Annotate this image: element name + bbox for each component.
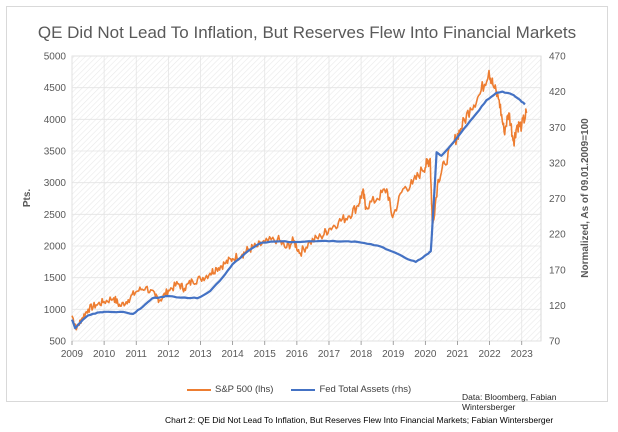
y-right-tick-label: 320 <box>549 158 566 169</box>
x-tick-label: 2017 <box>318 349 341 360</box>
y-left-tick-label: 4500 <box>44 83 67 94</box>
y-right-tick-label: 70 <box>549 337 561 348</box>
x-tick-label: 2011 <box>125 349 147 360</box>
y-axis-left-label: Pts. <box>22 189 33 208</box>
legend-item-fed: Fed Total Assets (rhs) <box>291 384 411 395</box>
y-right-tick-label: 270 <box>549 194 566 205</box>
x-tick-label: 2019 <box>382 349 405 360</box>
x-tick-label: 2013 <box>189 349 212 360</box>
y-left-tick-label: 5000 <box>44 52 67 63</box>
y-left-tick-label: 1000 <box>44 305 67 316</box>
x-tick-label: 2021 <box>446 349 469 360</box>
legend-label-sp500: S&P 500 (lhs) <box>215 384 274 395</box>
legend-item-sp500: S&P 500 (lhs) <box>187 384 273 395</box>
x-tick-label: 2009 <box>61 349 84 360</box>
y-left-tick-label: 1500 <box>44 273 67 284</box>
x-tick-label: 2022 <box>478 349 501 360</box>
y-right-tick-label: 420 <box>549 87 566 98</box>
y-right-tick-label: 170 <box>549 265 566 276</box>
plot-area <box>71 55 542 342</box>
figure-caption: Chart 2: QE Did Not Lead To Inflation, B… <box>165 415 554 425</box>
y-left-tick-label: 4000 <box>44 115 67 126</box>
series-line-fed-total-assets <box>70 90 526 330</box>
axis-ticks: 500 1000 1500 2000 2500 3000 3500 4000 4500 5000 7… <box>44 52 566 361</box>
y-right-tick-label: 370 <box>549 123 566 134</box>
y-right-tick-label: 220 <box>549 230 566 241</box>
legend-swatch-fed <box>291 388 316 391</box>
y-left-tick-label: 2500 <box>44 210 67 221</box>
y-left-tick-label: 3500 <box>44 147 67 158</box>
x-tick-label: 2020 <box>414 349 437 360</box>
x-tick-label: 2014 <box>221 349 244 360</box>
legend-label-fed: Fed Total Assets (rhs) <box>319 384 412 395</box>
y-axis-right-label: Normalized, As of 09.01.2009=100 <box>580 118 591 278</box>
y-left-tick-label: 2000 <box>44 242 67 253</box>
legend: S&P 500 (lhs) Fed Total Assets (rhs) <box>187 384 411 395</box>
x-tick-label: 2010 <box>93 349 116 360</box>
x-tick-label: 2016 <box>286 349 309 360</box>
x-tick-label: 2023 <box>511 349 534 360</box>
x-tick-label: 2015 <box>254 349 277 360</box>
series-line-sp500 <box>71 69 528 331</box>
grid-lines <box>71 55 541 342</box>
source-annotation: Data: Bloomberg, Fabian Wintersberger <box>462 392 557 412</box>
y-left-tick-label: 3000 <box>44 178 67 189</box>
x-tick-label: 2018 <box>350 349 373 360</box>
y-left-tick-label: 500 <box>49 337 66 348</box>
legend-swatch-sp500 <box>187 388 211 391</box>
y-right-tick-label: 120 <box>549 301 566 312</box>
chart-title: QE Did Not Lead To Inflation, But Reserv… <box>37 23 577 42</box>
x-tick-label: 2012 <box>157 349 180 360</box>
series-lines <box>70 69 528 331</box>
y-right-tick-label: 470 <box>549 52 566 63</box>
